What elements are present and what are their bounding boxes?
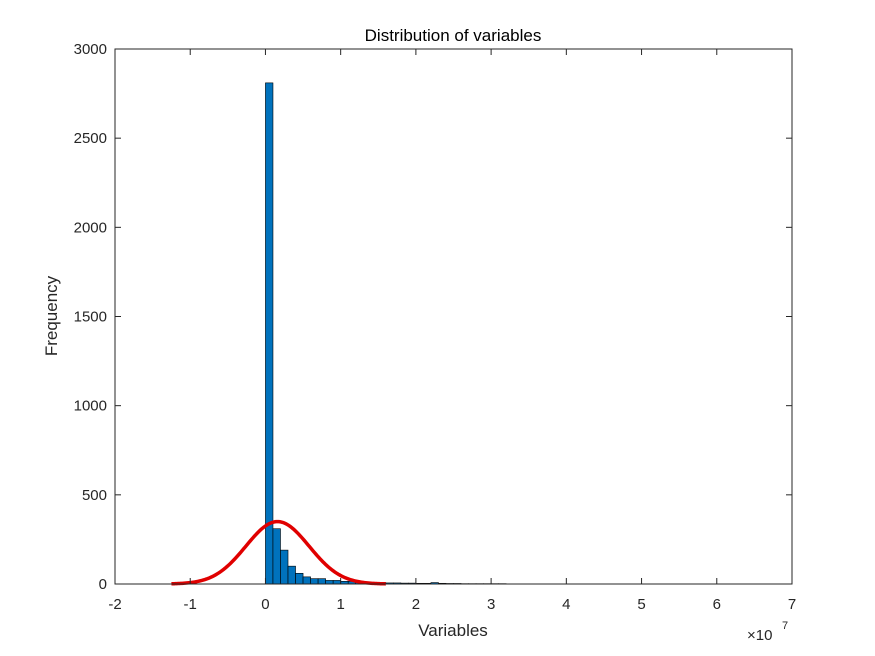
x-tick-label: -2: [108, 596, 121, 613]
x-tick-label: 0: [261, 596, 269, 613]
x-axis-ticks: -2 -1 0 1 2 3 4 5 6 7: [108, 49, 796, 613]
y-tick-label: 2000: [74, 219, 107, 236]
normal-fit-curve: [171, 519, 386, 586]
y-tick-label: 1500: [74, 309, 107, 326]
x-tick-label: 7: [788, 596, 796, 613]
x-axis-label: Variables: [418, 621, 488, 640]
plot-background: [115, 49, 792, 584]
y-tick-label: 0: [99, 576, 107, 593]
y-tick-label: 500: [82, 487, 107, 504]
chart-title: Distribution of variables: [365, 26, 542, 45]
histogram-bar: [265, 82, 274, 585]
y-axis-ticks: 0 500 1000 1500 2000 2500 3000: [74, 41, 792, 593]
histogram-bar: [317, 578, 326, 585]
x-tick-label: 3: [487, 596, 495, 613]
histogram-bar: [325, 580, 334, 585]
x-exponent-power: 7: [782, 620, 788, 632]
x-tick-label: 6: [713, 596, 721, 613]
x-tick-label: 4: [562, 596, 570, 613]
y-tick-label: 1000: [74, 398, 107, 415]
x-exponent-base: ×10: [747, 627, 772, 644]
x-tick-label: 1: [336, 596, 344, 613]
histogram-bar: [295, 572, 304, 585]
histogram-bar: [280, 549, 289, 585]
y-axis-label: Frequency: [42, 275, 61, 356]
x-tick-label: 2: [412, 596, 420, 613]
histogram-bar: [272, 528, 281, 585]
histogram-bar: [287, 565, 296, 585]
y-tick-label: 3000: [74, 41, 107, 58]
histogram-bar: [302, 576, 311, 585]
x-tick-label: 5: [637, 596, 645, 613]
x-tick-label: -1: [184, 596, 197, 613]
y-tick-label: 2500: [74, 130, 107, 147]
histogram-bar: [310, 578, 319, 585]
histogram-bar: [332, 580, 341, 585]
